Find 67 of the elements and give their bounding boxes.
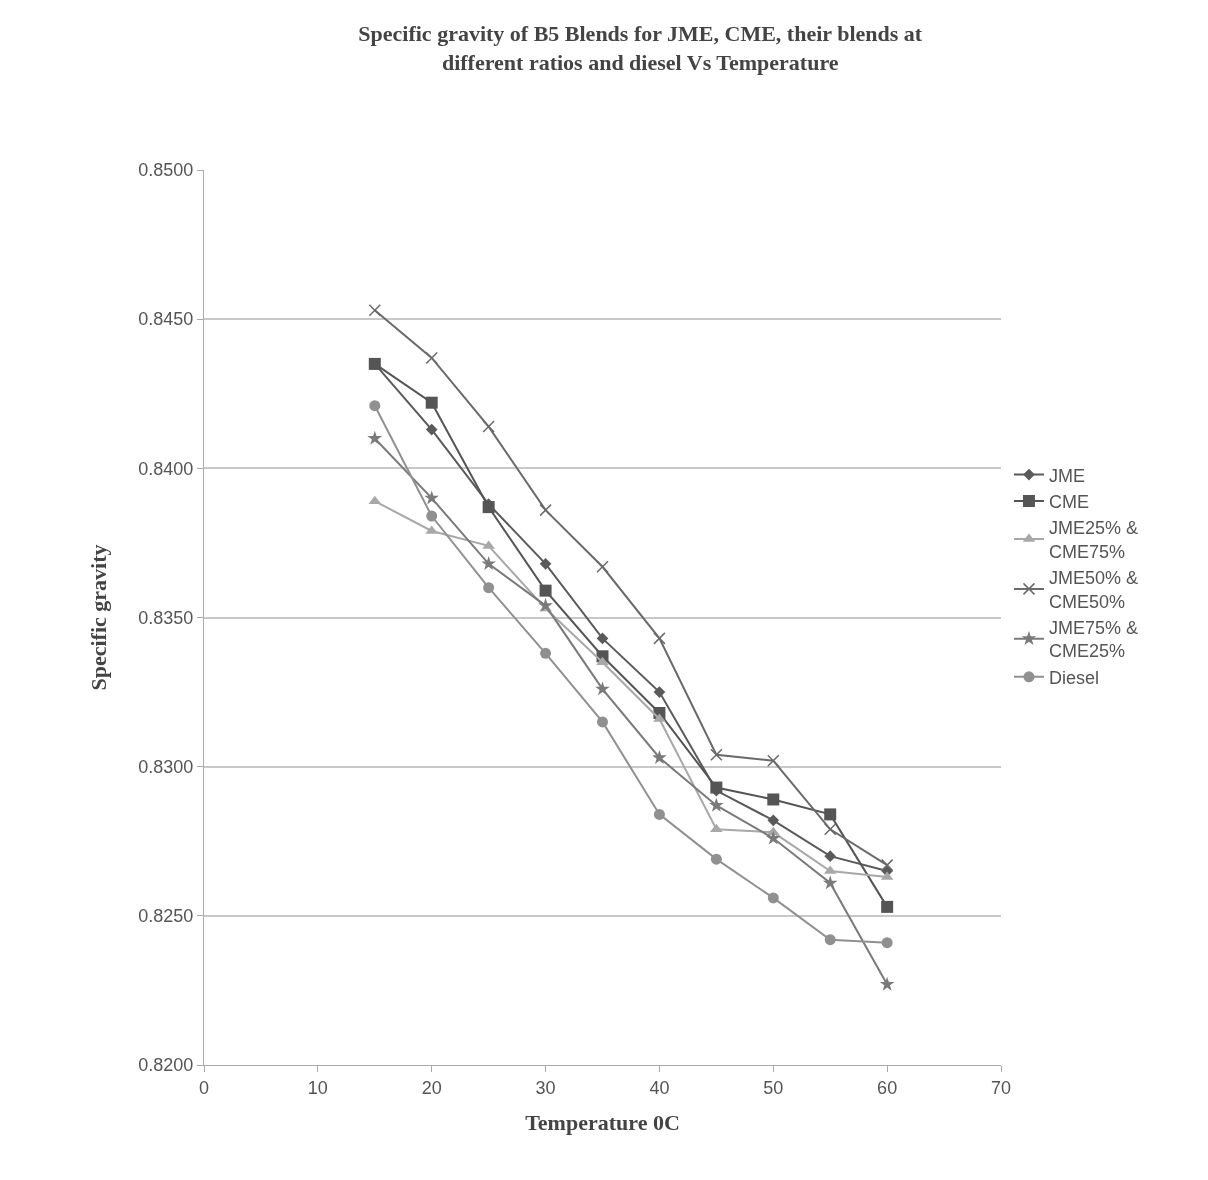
point — [652, 750, 667, 764]
point — [595, 681, 610, 696]
x-tick-label: 0 — [198, 1077, 210, 1098]
point — [426, 510, 438, 522]
point — [596, 632, 609, 645]
x-tick-label: 70 — [990, 1077, 1012, 1098]
point — [824, 850, 837, 863]
point — [539, 584, 552, 597]
point — [709, 797, 724, 812]
point — [424, 490, 440, 505]
point — [879, 976, 895, 991]
x-axis-title: Temperature 0C — [525, 1110, 680, 1136]
point — [880, 858, 894, 872]
point — [425, 423, 438, 436]
y-tick-label: 0.8500 — [138, 160, 194, 181]
point — [710, 853, 722, 865]
point — [765, 830, 781, 845]
point — [767, 814, 780, 827]
legend-label: JME50% & CME50% — [1048, 568, 1139, 612]
point — [653, 632, 666, 645]
x-tick-label: 30 — [535, 1077, 556, 1098]
y-tick-label: 0.8200 — [138, 1055, 194, 1076]
point — [538, 597, 553, 612]
chart-title: Specific gravity of B5 Blends for JME, CME, their blends at different ratios and diesel Vs Temperature — [358, 21, 923, 75]
point — [368, 303, 382, 317]
legend-label: CME — [1048, 492, 1089, 513]
x-tick-label: 40 — [649, 1077, 670, 1098]
y-tick-label: 0.8400 — [138, 458, 194, 479]
x-tick-label: 20 — [421, 1077, 442, 1098]
legend-label: JME — [1048, 465, 1085, 486]
legend-label: Diesel — [1048, 667, 1099, 688]
x-tick-label: 50 — [763, 1077, 784, 1098]
y-tick-label: 0.8350 — [138, 607, 194, 628]
point — [823, 823, 837, 836]
point — [596, 560, 609, 574]
point — [881, 900, 894, 913]
point — [597, 716, 608, 728]
point — [482, 420, 495, 433]
point — [367, 430, 383, 445]
point — [540, 647, 552, 659]
point — [653, 686, 666, 698]
point — [483, 582, 495, 594]
point — [824, 808, 837, 821]
point — [767, 793, 780, 806]
point — [710, 823, 723, 833]
point — [425, 351, 438, 365]
x-tick-label: 60 — [877, 1077, 898, 1098]
y-tick-label: 0.8250 — [138, 906, 194, 927]
point — [710, 748, 723, 761]
point — [881, 937, 893, 949]
point — [539, 557, 552, 570]
point — [822, 875, 838, 890]
point — [369, 400, 381, 412]
legend-label: JME75% & CME25% — [1048, 618, 1139, 662]
point — [481, 556, 496, 571]
legend-label: JME25% & CME75% — [1048, 518, 1139, 562]
point — [767, 754, 780, 767]
point — [653, 808, 665, 820]
point — [539, 503, 552, 517]
point — [482, 501, 495, 514]
y-tick-label: 0.8300 — [138, 756, 194, 777]
y-axis-title: Specific gravity — [86, 544, 112, 691]
point — [767, 892, 779, 904]
point — [425, 396, 438, 409]
x-tick-label: 10 — [307, 1077, 328, 1098]
y-tick-label: 0.8450 — [138, 309, 194, 330]
point — [824, 934, 836, 946]
